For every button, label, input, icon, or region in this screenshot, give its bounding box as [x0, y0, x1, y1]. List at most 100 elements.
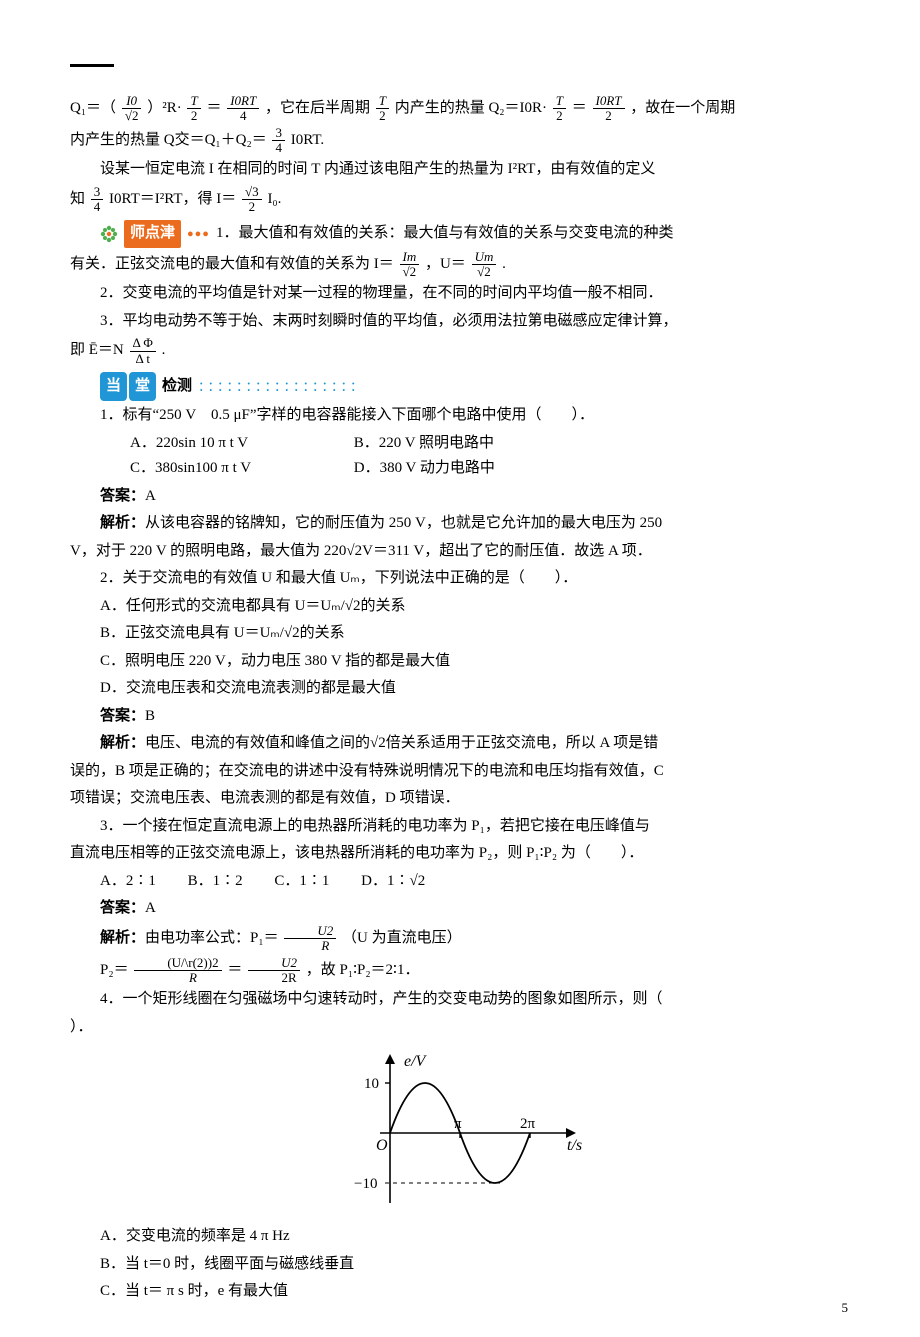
text: .	[502, 256, 506, 272]
text: ，故 P₁∶P₂＝2∶1．	[306, 962, 420, 978]
text: ＝	[227, 962, 242, 978]
q4-opt-a: A．交变电流的频率是 4 π Hz	[70, 1224, 850, 1250]
den: 4	[227, 109, 259, 123]
q2-answer: B	[145, 708, 155, 724]
q2-opt-a: A．任何形式的交流电都具有 U＝Uₘ/√2的关系	[70, 594, 850, 620]
q3-exp-line2: P₂＝ (U/\r(2))2 R ＝ U2 2R ，故 P₁∶P₂＝2∶1．	[70, 956, 850, 986]
fraction: Im √2	[400, 250, 420, 280]
q1-options-row2: C．380sin100 π t V D．380 V 动力电路中	[70, 456, 850, 482]
den: 4	[272, 141, 285, 155]
content: Q₁＝（ I0 √2 ）²R· T 2 ＝ I0RT 4 ，它在后半周期 T 2…	[70, 48, 850, 1305]
num: I0	[122, 94, 142, 109]
q3-opt-b: B．1∶2	[188, 873, 243, 889]
q2-exp-line3: 项错误；交流电压表、电流表测的都是有效值，D 项错误．	[70, 786, 850, 812]
fraction: T 2	[187, 94, 200, 124]
text: I0RT＝I²RT，得 I＝	[109, 191, 236, 207]
den: √2	[400, 265, 420, 279]
num: 3	[272, 126, 285, 141]
fraction: I0 √2	[122, 94, 142, 124]
q2-answer-line: 答案：B	[70, 704, 850, 730]
text: .	[162, 343, 166, 359]
den: 2	[376, 109, 389, 123]
num: I0RT	[593, 94, 625, 109]
xtick-pi: π	[454, 1116, 462, 1132]
ytick-neg10: −10	[354, 1176, 377, 1192]
num: 3	[91, 185, 104, 200]
blue-dots: ：：：：：：：：：：：：：：：：：	[198, 376, 366, 398]
page-number: 5	[842, 1297, 849, 1319]
q1-opt-b: B．220 V 照明电路中	[324, 431, 544, 457]
q3-options: A．2∶1 B．1∶2 C．1∶1 D．1∶√2	[70, 869, 850, 895]
fraction: U2 2R	[248, 956, 300, 986]
exp-label: 解析：	[100, 515, 145, 531]
num: I0RT	[227, 94, 259, 109]
emf-chart: e/V t/s 10 −10 O π 2π	[330, 1048, 590, 1218]
num: U2	[284, 924, 336, 939]
answer-label: 答案：	[100, 488, 145, 504]
page: Q₁＝（ I0 √2 ）²R· T 2 ＝ I0RT 4 ，它在后半周期 T 2…	[0, 0, 920, 1337]
q2-exp-1: 电压、电流的有效值和峰值之间的√2倍关系适用于正弦交流电，所以 A 项是错	[145, 735, 658, 751]
num: T	[187, 94, 200, 109]
fraction: I0RT 4	[227, 94, 259, 124]
text: 内产生的热量 Q交＝Q₁＋Q₂＝	[70, 132, 267, 148]
den: 2	[593, 109, 625, 123]
num: (U/\r(2))2	[134, 956, 221, 971]
den: √2	[122, 109, 142, 123]
q3-stem-1: 3．一个接在恒定直流电源上的电热器所消耗的电功率为 P₁，若把它接在电压峰值与	[70, 814, 850, 840]
text: 内产生的热量 Q₂＝I0R·	[395, 100, 547, 116]
fraction: U2 R	[284, 924, 336, 954]
exp-label: 解析：	[100, 735, 145, 751]
q2-opt-b: B．正弦交流电具有 U＝Uₘ/√2的关系	[70, 621, 850, 647]
q4-stem-2: ）．	[70, 1015, 850, 1041]
deriv-line-1: Q₁＝（ I0 √2 ）²R· T 2 ＝ I0RT 4 ，它在后半周期 T 2…	[70, 94, 850, 124]
text: ，U＝	[425, 256, 466, 272]
text: 知	[70, 191, 85, 207]
text: ＝	[206, 100, 221, 116]
teacher-line-3b: 即 Ē＝N Δ Φ Δ t .	[70, 336, 850, 366]
q4-opt-b: B．当 t＝0 时，线圈平面与磁感线垂直	[70, 1252, 850, 1278]
fraction: Δ Φ Δ t	[130, 336, 156, 366]
q2-exp-line1: 解析：电压、电流的有效值和峰值之间的√2倍关系适用于正弦交流电，所以 A 项是错	[70, 731, 850, 757]
badge-part-1: 当	[100, 372, 127, 402]
deriv-line-2: 内产生的热量 Q交＝Q₁＋Q₂＝ 3 4 I0RT.	[70, 126, 850, 156]
deriv-line-4: 知 3 4 I0RT＝I²RT，得 I＝ √3 2 I₀.	[70, 185, 850, 215]
fraction: (U/\r(2))2 R	[134, 956, 221, 986]
teacher-note-header: 师点津 ●●● 1．最大值和有效值的关系：最大值与有效值的关系与交变电流的种类	[100, 220, 850, 248]
den: √2	[472, 265, 497, 279]
q2-opt-d: D．交流电压表和交流电流表测的都是最大值	[70, 676, 850, 702]
q2-stem: 2．关于交流电的有效值 U 和最大值 Uₘ，下列说法中正确的是（ ）．	[70, 566, 850, 592]
header-rule	[70, 64, 114, 67]
text: ＝	[572, 100, 587, 116]
text: Q₁＝（	[70, 100, 116, 116]
fraction: T 2	[376, 94, 389, 124]
x-axis-label: t/s	[567, 1137, 582, 1154]
q1-opt-c: C．380sin100 π t V	[100, 456, 320, 482]
answer-label: 答案：	[100, 900, 145, 916]
num: T	[376, 94, 389, 109]
fraction: I0RT 2	[593, 94, 625, 124]
origin-label: O	[376, 1137, 388, 1154]
q4-opt-c: C．当 t＝ π s 时，e 有最大值	[70, 1279, 850, 1305]
q2-exp-line2: 误的，B 项是正确的；在交流电的讲述中没有特殊说明情况下的电流和电压均指有效值，…	[70, 759, 850, 785]
teacher-badge: 师点津	[124, 220, 181, 248]
q3-opt-c: C．1∶1	[274, 873, 329, 889]
q1-exp-line2: V，对于 220 V 的照明电路，最大值为 220√2V＝311 V，超出了它的…	[70, 539, 850, 565]
num: T	[553, 94, 566, 109]
q1-exp-1: 从该电容器的铭牌知，它的耐压值为 250 V，也就是它允许加的最大电压为 250	[145, 515, 662, 531]
q1-opt-a: A．220sin 10 π t V	[100, 431, 320, 457]
deriv-line-3: 设某一恒定电流 I 在相同的时间 T 内通过该电阻产生的热量为 I²RT，由有效…	[70, 157, 850, 183]
text: 即 Ē＝N	[70, 343, 124, 359]
answer-label: 答案：	[100, 708, 145, 724]
text: ，故在一个周期	[630, 100, 735, 116]
text: 由电功率公式：P₁＝	[145, 930, 279, 946]
fraction: 3 4	[91, 185, 104, 215]
num: Im	[400, 250, 420, 265]
q4-stem-1: 4．一个矩形线圈在匀强磁场中匀速转动时，产生的交变电动势的图象如图所示，则（	[70, 987, 850, 1013]
q3-answer: A	[145, 900, 156, 916]
den: 2	[242, 200, 262, 214]
fraction: 3 4	[272, 126, 285, 156]
text: ，它在后半周期	[265, 100, 370, 116]
q3-stem-2: 直流电压相等的正弦交流电源上，该电热器所消耗的电功率为 P₂，则 P₁∶P₂ 为…	[70, 841, 850, 867]
q1-answer: A	[145, 488, 156, 504]
text: ）²R·	[147, 100, 182, 116]
